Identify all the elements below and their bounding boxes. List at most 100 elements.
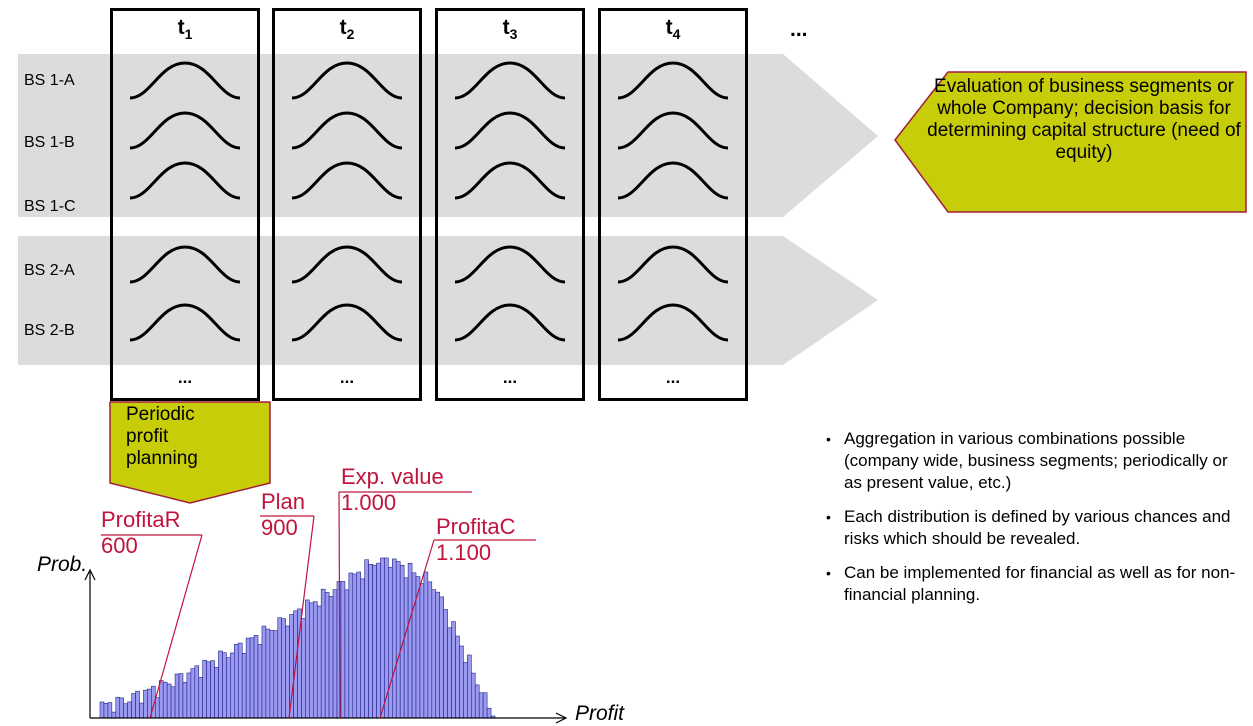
distribution-curve [129,61,241,100]
distribution-curve [129,161,241,200]
histogram-bar [419,583,425,719]
period-header-t4: t4 [665,16,681,43]
histogram-bar [431,589,437,719]
profitar-label: ProfitaR 600 [101,507,181,558]
histogram-bar [474,684,480,719]
distribution-curves [129,61,729,342]
histogram-bar [447,627,452,719]
period-ellipsis: ... [502,368,518,387]
segment-group-2-band [18,236,783,365]
segment-label: BS 1-C [24,198,76,215]
histogram-bar [107,702,113,719]
histogram-bar [364,559,369,719]
histogram-bar [459,645,464,719]
histogram-bar [218,650,223,719]
histogram-bar [170,686,176,719]
histogram-bar [309,602,314,719]
histogram-bar [289,614,294,719]
histogram-bar [423,571,429,719]
period-ellipsis: ... [339,368,355,387]
histogram-bar [301,618,306,719]
histogram-bar [467,654,472,719]
distribution-curve [454,303,566,342]
histogram-bar [257,644,263,719]
period-box-t3 [435,8,585,401]
histogram-bar [131,693,136,719]
evaluation-callout-shape [894,71,1247,213]
histogram-bar [348,572,354,719]
period-ellipsis: ... [177,368,193,387]
histogram-bar [376,562,381,719]
histogram-bar [328,596,334,719]
histogram-bar [463,662,468,719]
histogram-bar [143,689,148,719]
histogram-bar [372,564,377,719]
histogram-bar [214,667,219,719]
period-box-t1 [110,8,260,401]
histogram-bar [443,609,448,719]
histogram-bar [265,628,271,719]
histogram-bar [210,660,215,719]
histogram-bar [166,683,172,719]
histogram-bar [344,589,350,719]
histogram-bar [158,680,164,719]
y-axis-label: Prob. [37,553,88,576]
distribution-curve [291,61,403,100]
x-axis-arrowhead [555,712,568,724]
histogram-bar [249,637,255,719]
histogram-bar [237,642,243,719]
histogram-bar [368,564,373,719]
histogram-bar [198,677,204,719]
histogram-bar [269,630,275,719]
distribution-curve [617,111,729,150]
histogram-bar [103,703,109,719]
histogram-bar [226,657,231,719]
period-header-t3: t3 [502,16,518,43]
distribution-curve [454,111,566,150]
histogram-bar [111,711,117,719]
plan-leader [288,515,315,719]
segment-group-2-arrow [783,236,878,365]
histogram-bar [273,630,279,719]
evaluation-callout-text: Evaluation of business segments or whole… [927,76,1241,163]
distribution-curve [129,303,241,342]
histogram-bar [482,692,488,719]
histogram-bar [407,562,413,719]
histogram-bar [155,697,160,719]
histogram-bar [340,581,346,719]
note-item: Aggregation in various combinations poss… [820,428,1240,494]
histogram-bar [451,621,456,719]
histogram-bar [439,596,444,719]
y-axis-arrowhead [84,568,96,581]
segment-label: BS 1-A [24,72,75,89]
histogram-bar [162,681,168,719]
segment-label: BS 2-A [24,262,75,279]
profitac-label: ProfitaC 1.100 [436,514,516,565]
histogram-bar [380,557,385,719]
histogram-bar [316,605,322,719]
histogram-bar [178,673,184,719]
distribution-curve [454,245,566,284]
histogram-bar [285,625,290,719]
histogram-bar [360,578,365,719]
distribution-curve [291,245,403,284]
histogram-bar [403,577,409,719]
histogram-bar [305,599,310,719]
note-item: Can be implemented for financial as well… [820,562,1240,606]
histogram-bar [241,652,247,719]
histogram-bar [115,696,121,719]
distribution-curve [617,161,729,200]
histogram-bar [391,558,397,719]
histogram-bar [190,668,196,719]
segment-group-1-arrow [783,54,878,217]
histogram-bar [261,625,267,719]
distribution-curve [291,111,403,150]
profitar-leader [149,534,203,719]
histogram-bar [206,661,211,719]
histogram-bar [119,697,125,719]
histogram-bar [388,566,393,719]
histogram-bar [324,592,330,719]
distribution-curve [617,303,729,342]
distribution-curve [129,111,241,150]
histogram-bar [123,703,128,719]
